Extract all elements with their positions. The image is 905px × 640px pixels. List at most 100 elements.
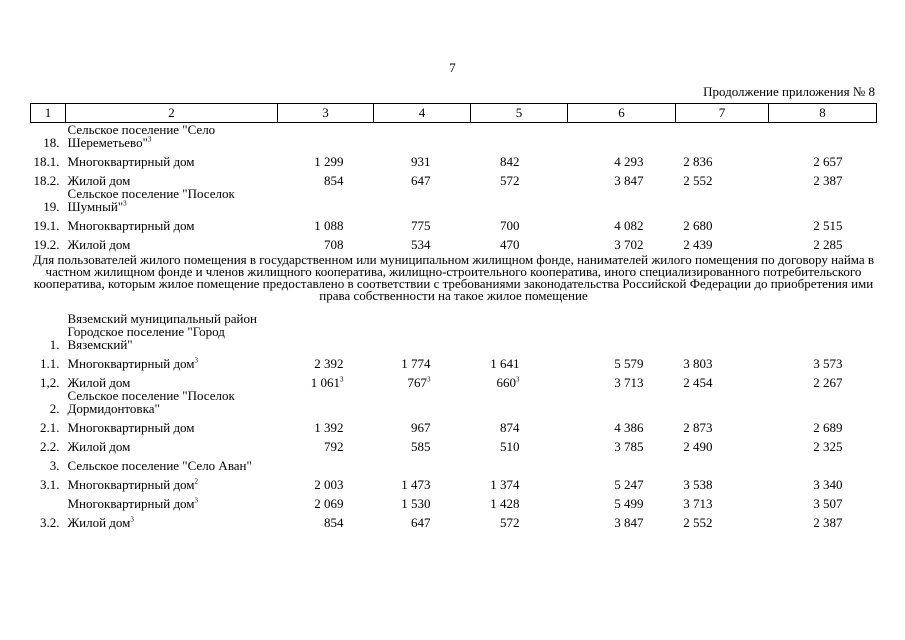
name-text: Многоквартирный дом	[67, 496, 195, 511]
row-number: 3.	[31, 453, 66, 472]
value: 767	[407, 375, 428, 390]
value: 470	[500, 237, 520, 252]
value: 2 392	[314, 356, 344, 371]
row-name: Жилой дом	[66, 370, 278, 389]
row-name-text: Многоквартирный дом2	[68, 478, 199, 491]
value-cell	[676, 306, 769, 325]
row-number: 3.1.	[31, 472, 66, 491]
value-cell	[471, 123, 568, 150]
value-cell	[471, 453, 568, 472]
value: 3 847	[614, 515, 644, 530]
value: 2 836	[683, 154, 713, 169]
value: 510	[500, 439, 520, 454]
value: 1 473	[401, 477, 431, 492]
value-cell: 572	[471, 168, 568, 187]
header-cell: 5	[470, 103, 568, 123]
value-cell: 510	[471, 434, 568, 453]
value-cell: 3 803	[676, 351, 769, 370]
row-name: Сельское поселение "Село Шереметьево"3	[66, 123, 278, 149]
row-name-text: Жилой дом	[68, 238, 131, 251]
value-cell: 792	[278, 434, 374, 453]
value: 4 386	[614, 420, 644, 435]
value-cell: 5 499	[568, 491, 676, 510]
row-name-text: Многоквартирный дом	[68, 421, 195, 434]
value: 1 299	[314, 154, 344, 169]
row-name: Жилой дом	[66, 434, 278, 453]
row-number: 19.1.	[31, 213, 66, 232]
name-text: Городское поселение "Город Вяземский"	[67, 324, 225, 352]
value-cell: 842	[471, 149, 568, 168]
value-cell: 534	[374, 232, 471, 251]
row-name-text: Жилой дом	[68, 440, 131, 453]
value-cell: 1 0613	[278, 370, 374, 389]
value: 967	[411, 420, 431, 435]
row-number-text: 19.	[43, 199, 60, 214]
value: 2 552	[683, 515, 713, 530]
value: 660	[496, 375, 517, 390]
note: Для пользователей жилого помещения в гос…	[32, 252, 875, 303]
value-cell: 2 003	[278, 472, 374, 491]
value-cell	[568, 123, 676, 150]
value-cell	[374, 187, 471, 213]
header-cell: 1	[30, 103, 66, 123]
value: 4 082	[614, 218, 644, 233]
value-cell: 2 689	[769, 415, 877, 434]
value: 700	[500, 218, 520, 233]
value: 792	[324, 439, 344, 454]
footnote-mark: 3	[130, 515, 134, 524]
value: 3 340	[813, 477, 843, 492]
value-cell: 2 387	[769, 510, 877, 529]
value-cell: 3 507	[769, 491, 877, 510]
value: 854	[324, 515, 344, 530]
row-number: 19.	[31, 187, 66, 213]
page-number: 7	[449, 60, 456, 75]
value: 3 538	[683, 477, 713, 492]
value-cell: 2 657	[769, 149, 877, 168]
table-row: 2.1. Многоквартирный дом 1 392 967 874 4 386 2…	[31, 415, 877, 434]
value: 2 689	[813, 420, 843, 435]
value-cell: 3 847	[568, 168, 676, 187]
value-cell: 3 702	[568, 232, 676, 251]
value-cell: 2 387	[769, 168, 877, 187]
row-name-text: Сельское поселение "Село Шереметьево"3	[68, 123, 273, 149]
name-text: Сельское поселение "Поселок Шумный"	[67, 186, 235, 214]
row-name-text: Многоквартирный дом	[68, 155, 195, 168]
value: 3 702	[614, 237, 644, 252]
value-cell	[769, 306, 877, 325]
value-cell: 2 873	[676, 415, 769, 434]
name-text: Вяземский муниципальный район	[67, 311, 257, 326]
value-cell: 700	[471, 213, 568, 232]
value-cell	[568, 306, 676, 325]
row-number-text: 1.1.	[40, 356, 60, 371]
value-cell	[471, 306, 568, 325]
value-cell	[374, 306, 471, 325]
value-cell: 1 374	[471, 472, 568, 491]
value-cell: 708	[278, 232, 374, 251]
value: 4 293	[614, 154, 644, 169]
row-number: 18.1.	[31, 149, 66, 168]
value-cell	[278, 389, 374, 415]
value: 2 490	[683, 439, 713, 454]
value-cell: 2 552	[676, 168, 769, 187]
value: 585	[411, 439, 431, 454]
value-cell: 6603	[471, 370, 568, 389]
value-cell	[374, 389, 471, 415]
value: 1 374	[490, 477, 520, 492]
value: 2 552	[683, 173, 713, 188]
name-text: Жилой дом	[67, 237, 131, 252]
table-row: Для пользователей жилого помещения в гос…	[31, 251, 877, 306]
header-cell: 7	[675, 103, 769, 123]
name-text: Сельское поселение "Поселок Дормидонтовк…	[67, 388, 235, 416]
value-cell: 2 439	[676, 232, 769, 251]
value: 2 873	[683, 420, 713, 435]
row-number-text: 18.2.	[33, 173, 60, 188]
table-row: 1,2. Жилой дом 1 0613 7673 6603 3 713 2 454 2 2…	[31, 370, 877, 389]
value-cell	[374, 325, 471, 351]
row-number-text: 1.	[49, 337, 60, 352]
value: 2 454	[683, 375, 713, 390]
value-cell: 647	[374, 510, 471, 529]
value-cell: 854	[278, 510, 374, 529]
row-number-text: 2.	[49, 401, 60, 416]
row-name-text: Многоквартирный дом	[68, 219, 195, 232]
